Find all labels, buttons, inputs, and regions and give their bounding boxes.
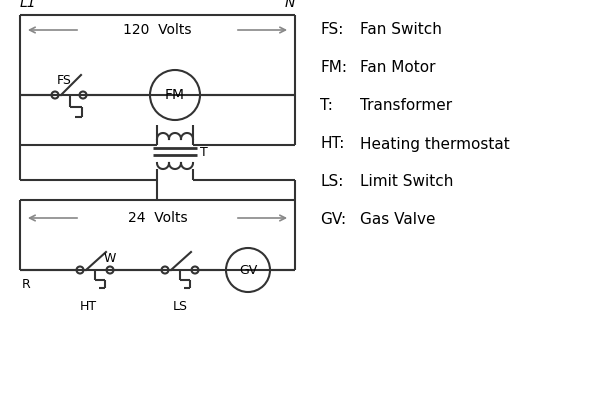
- Text: Gas Valve: Gas Valve: [360, 212, 435, 228]
- Text: L1: L1: [20, 0, 37, 10]
- Text: GV:: GV:: [320, 212, 346, 228]
- Text: HT: HT: [80, 300, 97, 313]
- Text: 120  Volts: 120 Volts: [123, 23, 192, 37]
- Text: LS:: LS:: [320, 174, 343, 190]
- Text: FS: FS: [57, 74, 72, 87]
- Text: LS: LS: [172, 300, 188, 313]
- Text: 24  Volts: 24 Volts: [127, 211, 187, 225]
- Text: R: R: [22, 278, 31, 291]
- Text: Limit Switch: Limit Switch: [360, 174, 453, 190]
- Text: GV: GV: [239, 264, 257, 276]
- Text: Heating thermostat: Heating thermostat: [360, 136, 510, 152]
- Text: W: W: [104, 252, 116, 265]
- Text: Transformer: Transformer: [360, 98, 452, 114]
- Text: Fan Switch: Fan Switch: [360, 22, 442, 38]
- Text: FM:: FM:: [320, 60, 347, 76]
- Text: FM: FM: [165, 88, 185, 102]
- Text: HT:: HT:: [320, 136, 345, 152]
- Text: N: N: [284, 0, 295, 10]
- Text: T: T: [200, 146, 208, 159]
- Text: T:: T:: [320, 98, 333, 114]
- Text: Fan Motor: Fan Motor: [360, 60, 435, 76]
- Text: FS:: FS:: [320, 22, 343, 38]
